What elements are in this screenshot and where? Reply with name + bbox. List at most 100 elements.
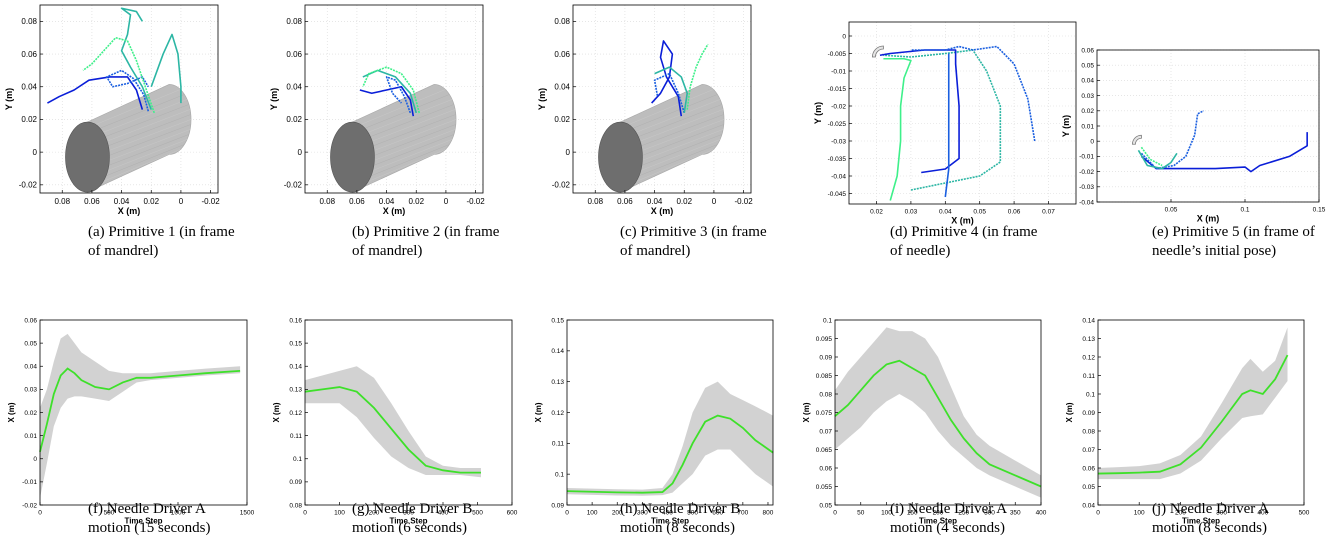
x-tick-label: 250 — [958, 510, 969, 517]
x-tick-label: 500 — [104, 510, 115, 517]
caption-i: (i) Needle Driver A motion (4 seconds) — [890, 501, 1007, 536]
x-tick-label: 100 — [587, 510, 598, 517]
chart-panel-f: 0 500 1000 1500 -0.02 -0.01 0 0.01 0.02 0.03 0.04 0… — [0, 310, 259, 545]
y-tick-label: 0.13 — [1082, 336, 1095, 343]
trajectory-3 — [362, 66, 420, 114]
y-tick-label: 0.05 — [819, 502, 832, 509]
y-tick-label: 0.14 — [289, 364, 302, 371]
x-tick-label: -0.02 — [734, 197, 753, 206]
x-axis-label: X (m) — [1197, 214, 1220, 224]
axes-box — [304, 4, 484, 194]
y-tick-label: 0.04 — [24, 364, 37, 371]
x-tick-label: 100 — [881, 510, 892, 517]
cylinder-shade — [624, 109, 724, 148]
y-tick-label: 0.06 — [24, 317, 37, 324]
y-tick-label: 0 — [33, 456, 37, 463]
x-tick-label: 100 — [334, 510, 345, 517]
x-tick-label: 200 — [369, 510, 380, 517]
y-axis-label: X (m) — [534, 402, 543, 422]
cylinder-shade — [355, 94, 450, 133]
x-tick-label: 400 — [662, 510, 673, 517]
mean-line — [566, 414, 774, 494]
chart-panel-c: 0.08 0.06 0.04 0.02 0 -0.02 -0.02 0 0.02 0.04 0.06… — [523, 0, 763, 233]
cylinder-shade — [624, 104, 723, 143]
trajectory-0 — [651, 40, 683, 117]
x-tick-label: 0.02 — [870, 209, 883, 216]
y-tick-label: 0.09 — [1082, 410, 1095, 417]
trajectory-2 — [1137, 149, 1178, 170]
caption-a: (a) Primitive 1 (in frame of mandrel) — [88, 224, 235, 259]
x-tick-label: 300 — [984, 510, 995, 517]
y-tick-label: 0 — [33, 148, 38, 157]
x-tick-label: 200 — [1175, 510, 1186, 517]
y-tick-label: 0.06 — [1081, 47, 1094, 54]
y-tick-label: 0.06 — [286, 50, 302, 59]
y-tick-label: 0.02 — [24, 410, 37, 417]
x-tick-label: 0.08 — [319, 197, 335, 206]
y-tick-label: 0.09 — [551, 502, 564, 509]
trajectory-3 — [82, 36, 155, 114]
x-tick-label: 700 — [737, 510, 748, 517]
y-tick-label: 0 — [566, 148, 571, 157]
y-tick-label: 0.04 — [1081, 78, 1094, 85]
variance-band — [1098, 327, 1288, 480]
x-tick-label: 0.03 — [905, 209, 918, 216]
cylinder-shade — [356, 109, 456, 148]
y-tick-label: 0 — [298, 148, 303, 157]
x-axis-label: X (m) — [118, 206, 141, 216]
y-tick-label: 0.08 — [21, 17, 37, 26]
needle-arc — [871, 45, 884, 58]
y-tick-label: 0.02 — [554, 115, 570, 124]
x-tick-label: 200 — [933, 510, 944, 517]
x-tick-label: 500 — [1299, 510, 1310, 517]
y-tick-label: 0.08 — [1082, 428, 1095, 435]
x-axis-label: Time Step — [1182, 517, 1220, 526]
x-tick-label: 150 — [907, 510, 918, 517]
y-axis-label: Y (m) — [813, 102, 823, 124]
chart-f: 0 500 1000 1500 -0.02 -0.01 0 0.01 0.02 0.03 0.04 0… — [7, 317, 255, 525]
trajectory-3 — [686, 43, 709, 110]
x-tick-label: 500 — [687, 510, 698, 517]
y-tick-label: 0.09 — [819, 354, 832, 361]
x-tick-label: 0 — [565, 510, 569, 517]
y-tick-label: 0.01 — [1081, 123, 1094, 130]
trajectory-4 — [944, 53, 950, 198]
x-tick-label: 0 — [303, 510, 307, 517]
mandrel-cylinder — [330, 84, 457, 193]
x-tick-label: 0.1 — [1240, 207, 1249, 214]
chart-panel-g: 0 100 200 300 400 500 600 0.08 0.09 0.1 0.11 0.12 0.… — [255, 310, 524, 545]
x-tick-label: 0.02 — [143, 197, 159, 206]
y-axis-label: Y (m) — [4, 88, 14, 110]
y-axis-label: Y (m) — [537, 88, 547, 110]
y-tick-label: 0.08 — [289, 502, 302, 509]
trajectory-3 — [1140, 146, 1163, 167]
x-tick-label: 0.08 — [587, 197, 603, 206]
chart-d: 0.02 0.03 0.04 0.05 0.06 0.07 -0.045 -0.04 -0.03… — [813, 21, 1077, 226]
x-tick-label: 500 — [472, 510, 483, 517]
chart-panel-j: 0 100 200 300 400 500 0.04 0.05 0.06 0.07 0.08 0.09… — [1048, 310, 1316, 545]
y-tick-label: -0.01 — [22, 479, 37, 486]
y-tick-label: 0.06 — [21, 50, 37, 59]
y-tick-label: -0.03 — [831, 138, 846, 145]
chart-i: 0 50 100 150 200 250 300 350 400 0.05 0.055 0.06 0.0… — [802, 317, 1047, 526]
trajectory-2 — [654, 66, 689, 114]
trajectory-1 — [883, 49, 1002, 191]
x-tick-label: 300 — [1216, 510, 1227, 517]
x-tick-label: 0.04 — [379, 197, 395, 206]
x-tick-label: 0 — [38, 510, 42, 517]
mandrel-cylinder — [598, 84, 725, 193]
x-axis-label: X (m) — [951, 216, 974, 226]
y-tick-label: -0.02 — [1079, 169, 1094, 176]
y-tick-label: 0.08 — [554, 17, 570, 26]
chart-j: 0 100 200 300 400 500 0.04 0.05 0.06 0.07 0.08 0.09… — [1065, 317, 1310, 526]
y-tick-label: 0.1 — [1086, 391, 1095, 398]
y-tick-label: -0.01 — [831, 68, 846, 75]
cylinder-shade — [622, 149, 714, 188]
cylinder-end-face — [65, 121, 110, 193]
cylinder-shade — [89, 149, 181, 188]
y-tick-label: -0.03 — [1079, 184, 1094, 191]
y-tick-label: -0.005 — [828, 51, 847, 58]
x-tick-label: 0.05 — [1165, 207, 1178, 214]
trajectory-2 — [879, 49, 960, 174]
x-axis-label: Time Step — [919, 517, 957, 526]
